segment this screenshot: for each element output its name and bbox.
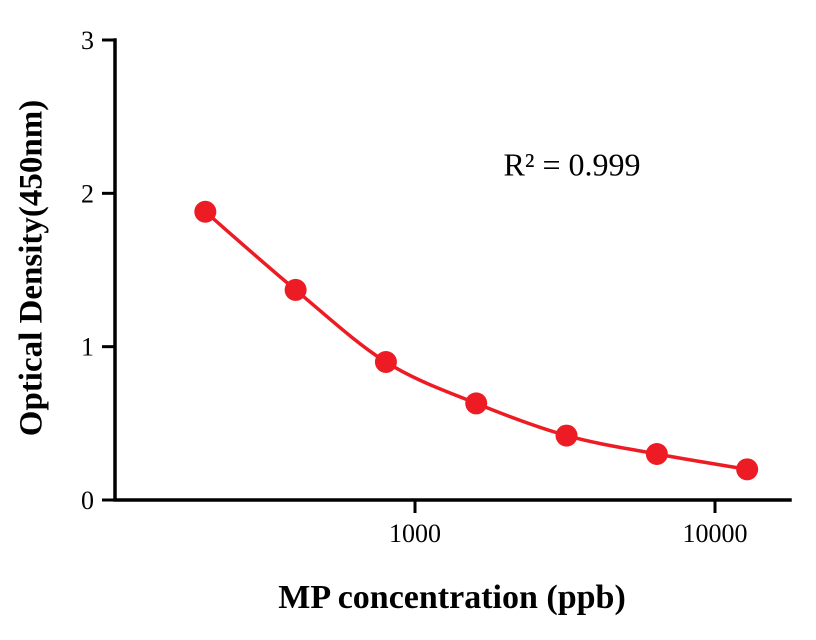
y-tick-label: 0 <box>81 486 94 515</box>
data-point <box>374 351 397 373</box>
y-axis-title: Optical Density(450nm) <box>13 99 50 437</box>
data-point <box>645 443 668 465</box>
data-point <box>284 278 307 301</box>
x-tick-label: 10000 <box>683 519 748 548</box>
data-point <box>736 458 759 481</box>
x-tick-label: 1000 <box>389 519 441 548</box>
y-tick-label: 3 <box>81 26 94 55</box>
data-point <box>194 200 217 223</box>
x-axis-title: MP concentration (ppb) <box>278 579 626 616</box>
axes-frame <box>113 38 792 502</box>
data-point <box>555 424 578 447</box>
data-point <box>465 392 488 415</box>
r-squared-annotation: R² = 0.999 <box>503 146 641 183</box>
y-tick-label: 1 <box>81 333 94 362</box>
fit-curve <box>204 210 748 472</box>
y-tick-label: 2 <box>81 179 94 208</box>
